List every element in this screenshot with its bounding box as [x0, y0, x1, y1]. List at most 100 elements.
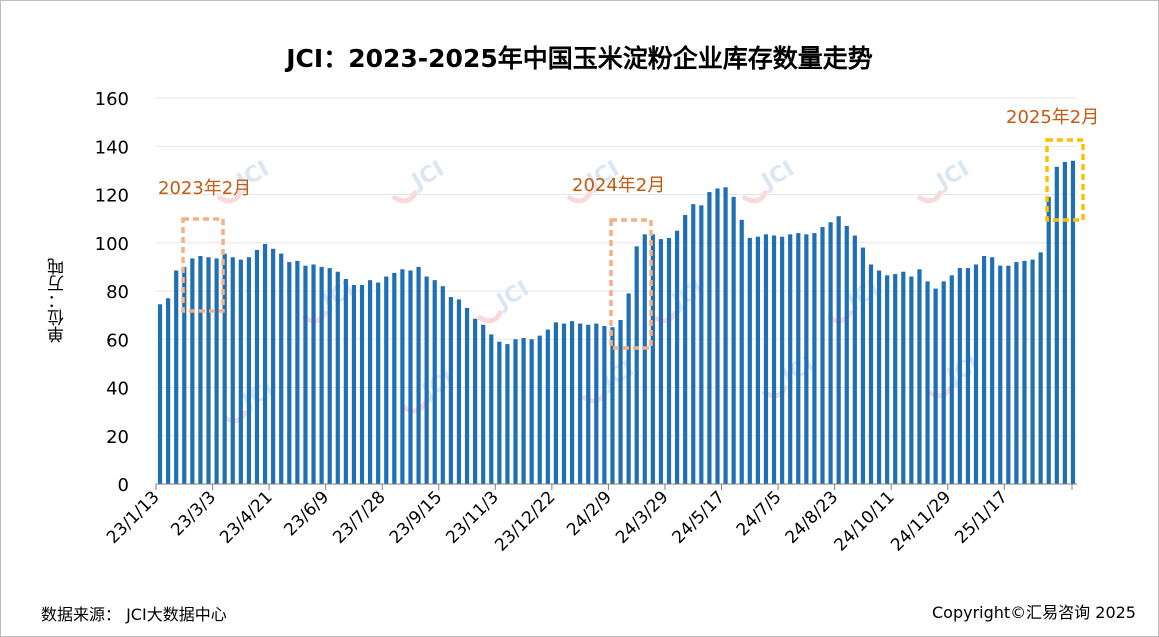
- bar: [860, 247, 866, 484]
- bar: [836, 216, 841, 484]
- bar: [569, 321, 575, 484]
- bar: [1022, 260, 1027, 484]
- bar: [271, 248, 276, 484]
- bars: [157, 160, 1076, 485]
- bar: [868, 264, 874, 484]
- bar: [230, 257, 235, 484]
- bar: [747, 237, 752, 484]
- bar: [174, 270, 179, 484]
- bar: [820, 227, 825, 484]
- bar: [1070, 160, 1076, 484]
- bar: [610, 327, 615, 484]
- bar: [666, 237, 672, 484]
- data-source: 数据来源： JCI大数据中心: [41, 605, 227, 624]
- bar: [464, 307, 470, 484]
- bar: [392, 272, 397, 484]
- y-tick-label: 0: [118, 475, 129, 496]
- bar: [448, 297, 453, 484]
- bar: [424, 276, 429, 484]
- x-tick-label: 24/7/5: [733, 487, 786, 540]
- x-tick-label: 24/5/17: [669, 487, 729, 547]
- chart-title: JCI：2023-2025年中国玉米淀粉企业库存数量走势: [286, 44, 873, 73]
- bar: [578, 323, 583, 484]
- bar: [780, 236, 785, 484]
- y-tick-label: 20: [106, 427, 129, 448]
- bar: [917, 269, 922, 484]
- bar: [400, 269, 405, 484]
- bar: [561, 323, 567, 484]
- watermark-logo: JCI: [392, 156, 449, 204]
- x-tick-label: 24/10/11: [831, 487, 899, 555]
- annotation-label: 2024年2月: [572, 175, 665, 196]
- bar: [505, 344, 510, 484]
- bar: [731, 196, 736, 484]
- bar: [473, 318, 478, 484]
- bar: [481, 324, 486, 484]
- bar: [254, 249, 260, 484]
- bar: [206, 257, 211, 484]
- y-tick-label: 120: [95, 186, 129, 207]
- bar: [222, 253, 227, 484]
- bar: [626, 293, 631, 484]
- bar: [771, 235, 777, 484]
- bar: [246, 257, 252, 484]
- watermark-logo: JCI: [917, 156, 974, 204]
- bar: [416, 266, 421, 485]
- bar: [739, 219, 744, 484]
- annotation-label: 2023年2月: [158, 178, 251, 199]
- annotation-box: [609, 218, 653, 350]
- y-tick-label: 160: [95, 89, 129, 110]
- bar: [384, 276, 389, 484]
- bar: [925, 281, 930, 484]
- bar: [497, 341, 502, 484]
- bar: [901, 271, 906, 484]
- bar: [683, 215, 688, 484]
- bar: [190, 258, 195, 484]
- bar: [618, 319, 623, 484]
- bar: [311, 264, 316, 484]
- bar: [812, 233, 817, 484]
- annotation-box: [181, 217, 225, 313]
- bar: [319, 266, 324, 485]
- watermark-text: JCI: [406, 156, 448, 195]
- gridlines: [156, 97, 1077, 437]
- copyright: Copyright©汇易咨询 2025: [932, 603, 1136, 622]
- x-tick-label: 23/1/13: [103, 487, 163, 547]
- bar: [885, 275, 890, 484]
- bar: [763, 234, 769, 484]
- bar: [1054, 166, 1059, 484]
- y-tick-label: 140: [95, 137, 129, 158]
- bar: [440, 286, 445, 484]
- bar: [545, 329, 550, 484]
- bar: [586, 324, 591, 484]
- bar: [650, 234, 655, 484]
- watermark-logo: JCI: [477, 276, 534, 324]
- bar: [707, 192, 712, 484]
- bar: [367, 280, 373, 484]
- bar: [456, 299, 462, 484]
- bar: [876, 270, 882, 484]
- bar: [262, 243, 268, 484]
- bar: [1030, 259, 1035, 484]
- bar-chart: JCIJCIJCIJCIJCIJCIJCIJCIJCIJCIJCIJCIJCIJ…: [95, 89, 1100, 556]
- bar: [351, 284, 357, 484]
- bar: [529, 339, 534, 484]
- y-tick-label: 100: [95, 234, 129, 255]
- bar: [279, 253, 284, 484]
- bar: [634, 246, 639, 484]
- bar: [933, 288, 938, 484]
- bar: [949, 275, 954, 484]
- bar: [602, 325, 607, 484]
- bar: [198, 256, 203, 484]
- bar: [182, 266, 187, 485]
- bar: [432, 280, 437, 484]
- bar: [909, 276, 914, 484]
- bar: [521, 338, 526, 484]
- bar: [973, 264, 979, 484]
- bar: [796, 233, 801, 484]
- bar: [723, 187, 728, 484]
- bar: [828, 222, 833, 485]
- bar: [303, 265, 308, 484]
- bar: [990, 257, 995, 484]
- bar: [489, 334, 494, 484]
